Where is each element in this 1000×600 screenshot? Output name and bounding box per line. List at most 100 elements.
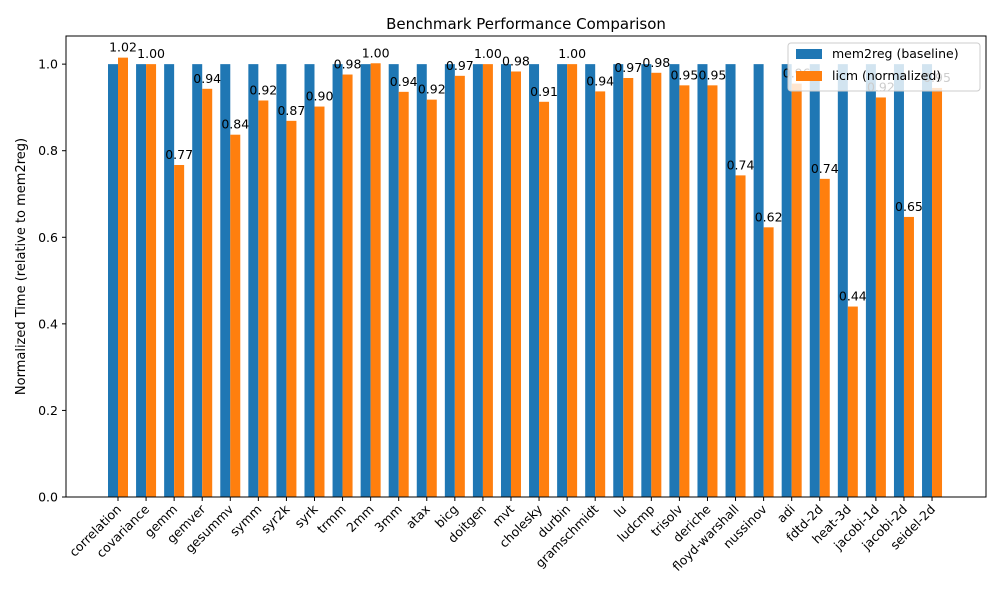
x-axis-ticks: correlationcovariancegemmgemvergesummvsy…	[66, 497, 938, 574]
data-label: 0.77	[165, 147, 193, 162]
bar-baseline	[500, 64, 511, 498]
bars-layer	[108, 57, 943, 498]
bar-baseline	[276, 64, 287, 498]
data-label: 1.00	[558, 46, 586, 61]
bar-licm	[398, 91, 409, 497]
bar-licm	[539, 101, 550, 498]
data-label: 0.65	[895, 199, 923, 214]
bar-baseline	[360, 64, 371, 498]
bar-licm	[932, 87, 943, 497]
data-label: 0.98	[334, 57, 362, 72]
data-label: 0.97	[446, 58, 474, 73]
bar-baseline	[613, 64, 624, 498]
bar-baseline	[781, 64, 792, 498]
data-label: 1.00	[362, 45, 390, 60]
y-tick-label: 0.8	[38, 143, 58, 158]
bar-licm	[370, 63, 381, 498]
data-label: 0.84	[221, 117, 249, 132]
data-label: 0.95	[670, 67, 698, 82]
x-tick-label: lu	[611, 502, 630, 521]
bar-baseline	[697, 64, 708, 498]
bar-licm	[426, 99, 437, 498]
bar-baseline	[164, 64, 175, 498]
legend-label-baseline: mem2reg (baseline)	[832, 46, 959, 61]
bar-baseline	[809, 64, 820, 498]
legend-swatch-baseline	[796, 49, 822, 59]
bar-baseline	[136, 64, 147, 498]
bar-baseline	[248, 64, 259, 498]
bar-licm	[174, 164, 185, 498]
bar-baseline	[641, 64, 652, 498]
bar-baseline	[893, 64, 904, 498]
bar-licm	[847, 306, 858, 497]
bar-licm	[454, 75, 465, 497]
y-tick-label: 0.6	[38, 230, 58, 245]
bar-baseline	[108, 64, 118, 498]
bar-baseline	[753, 64, 764, 498]
bar-baseline	[922, 64, 933, 498]
data-label: 0.94	[586, 73, 614, 88]
bar-baseline	[304, 64, 315, 498]
chart-title: Benchmark Performance Comparison	[386, 15, 666, 33]
bar-baseline	[472, 64, 483, 498]
bar-licm	[314, 106, 325, 497]
x-tick-label: 2mm	[343, 502, 376, 535]
y-tick-label: 0.0	[38, 490, 58, 505]
legend: mem2reg (baseline) licm (normalized)	[787, 42, 981, 92]
data-label: 0.74	[811, 161, 839, 176]
bar-baseline	[557, 64, 568, 498]
bar-baseline	[837, 64, 848, 498]
data-label: 0.92	[418, 82, 446, 97]
x-tick-label: syr2k	[258, 501, 293, 536]
bar-baseline	[725, 64, 736, 498]
data-label: 1.02	[109, 40, 137, 55]
bar-licm	[679, 85, 690, 497]
bar-licm	[146, 64, 157, 498]
data-label: 0.94	[193, 71, 221, 86]
data-label: 0.91	[530, 84, 558, 99]
bar-licm	[875, 97, 886, 497]
data-label: 0.87	[277, 103, 305, 118]
y-axis-ticks: 0.0 0.2 0.4 0.6 0.8 1.0	[38, 57, 66, 505]
bar-licm	[763, 227, 774, 498]
bar-licm	[595, 91, 606, 498]
data-label: 0.44	[839, 289, 867, 304]
data-label: 0.97	[614, 60, 642, 75]
y-axis-title: Normalized Time (relative to mem2reg)	[14, 138, 29, 395]
y-tick-label: 0.2	[38, 403, 58, 418]
axes-layer	[65, 35, 987, 498]
legend-swatch-licm	[796, 71, 822, 81]
bar-baseline	[444, 64, 455, 498]
y-tick-label: 1.0	[38, 57, 58, 72]
bar-baseline	[388, 64, 399, 498]
bar-baseline	[585, 64, 596, 498]
legend-label-licm: licm (normalized)	[832, 68, 941, 83]
bar-licm	[735, 175, 746, 498]
bar-licm	[202, 88, 213, 497]
x-tick-label: symm	[227, 502, 265, 540]
bar-baseline	[332, 64, 343, 498]
bar-licm	[623, 77, 634, 497]
data-label: 0.62	[755, 209, 783, 224]
bar-baseline	[865, 64, 876, 498]
bar-licm	[791, 83, 802, 497]
bar-licm	[230, 134, 241, 497]
bar-licm	[819, 178, 830, 497]
data-label: 0.74	[727, 157, 755, 172]
bar-licm	[567, 64, 578, 498]
x-tick-label: atax	[403, 502, 433, 532]
bar-licm	[258, 100, 269, 498]
x-tick-label: trmm	[314, 502, 349, 537]
bar-licm	[482, 64, 493, 498]
bar-licm	[510, 71, 521, 497]
data-label: 0.90	[306, 89, 334, 104]
bar-licm	[903, 216, 914, 498]
legend-box	[787, 42, 981, 92]
data-label: 1.00	[474, 46, 502, 61]
bar-licm	[118, 57, 128, 498]
bar-baseline	[220, 64, 231, 498]
plot-frame	[65, 35, 987, 498]
data-label: 0.98	[502, 53, 530, 68]
bar-baseline	[529, 64, 540, 498]
